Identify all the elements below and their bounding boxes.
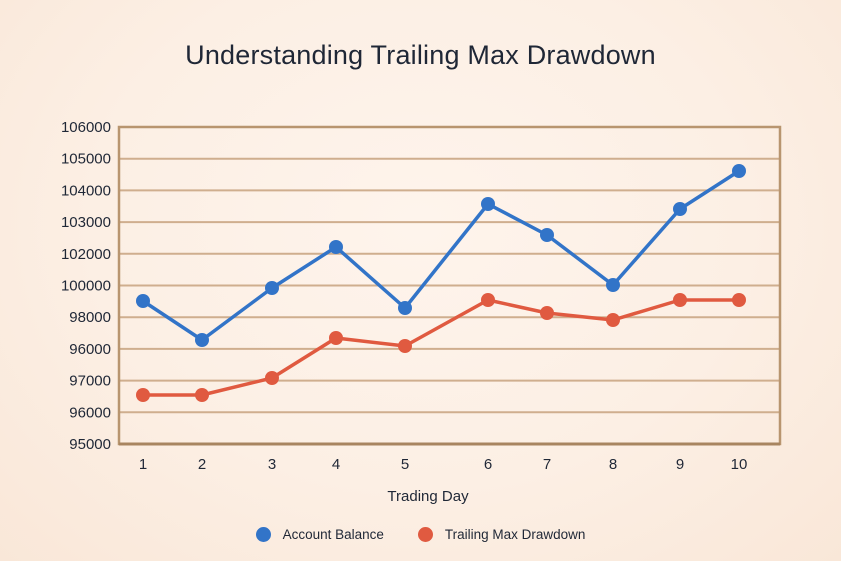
data-point bbox=[540, 306, 554, 320]
data-point bbox=[195, 333, 209, 347]
plot-frame bbox=[117, 125, 782, 446]
data-point bbox=[673, 293, 687, 307]
y-tick-label: 96000 bbox=[69, 404, 111, 421]
data-point bbox=[732, 164, 746, 178]
y-tick-label: 104000 bbox=[61, 182, 111, 199]
y-tick-label: 96000 bbox=[69, 341, 111, 358]
data-point bbox=[398, 339, 412, 353]
x-axis-label: Trading Day bbox=[387, 488, 469, 505]
x-tick-label: 2 bbox=[198, 456, 206, 473]
data-point bbox=[136, 388, 150, 402]
legend-item-trailing-max-drawdown: Trailing Max Drawdown bbox=[417, 527, 586, 542]
y-tick-label: 102000 bbox=[61, 246, 111, 263]
x-tick-label: 4 bbox=[332, 456, 340, 473]
data-point bbox=[265, 371, 279, 385]
legend-item-account-balance: Account Balance bbox=[255, 527, 384, 542]
chart-title: Understanding Trailing Max Drawdown bbox=[185, 40, 656, 70]
data-point bbox=[540, 228, 554, 242]
x-axis-ticks: 1 2 3 4 5 6 7 8 9 10 bbox=[139, 456, 748, 473]
y-tick-label: 106000 bbox=[61, 119, 111, 136]
x-tick-label: 3 bbox=[268, 456, 276, 473]
grid-lines bbox=[119, 157, 780, 414]
x-tick-label: 1 bbox=[139, 456, 147, 473]
data-point bbox=[136, 294, 150, 308]
y-tick-label: 103000 bbox=[61, 214, 111, 231]
series-trailing-max-drawdown bbox=[136, 293, 746, 402]
data-point bbox=[398, 301, 412, 315]
data-point bbox=[329, 240, 343, 254]
data-point bbox=[265, 281, 279, 295]
data-point bbox=[195, 388, 209, 402]
data-point bbox=[606, 278, 620, 292]
y-tick-label: 98000 bbox=[69, 309, 111, 326]
red-dot-icon bbox=[417, 527, 433, 542]
series-account-balance bbox=[136, 164, 746, 347]
legend: Account Balance Trailing Max Drawdown bbox=[0, 527, 841, 542]
y-axis-ticks: 106000 105000 104000 103000 102000 100000 9800… bbox=[61, 119, 111, 453]
x-tick-label: 8 bbox=[609, 456, 617, 473]
legend-label: Account Balance bbox=[282, 527, 384, 542]
x-tick-label: 6 bbox=[484, 456, 492, 473]
y-tick-label: 95000 bbox=[69, 436, 111, 453]
x-tick-label: 10 bbox=[731, 456, 748, 473]
legend-label: Trailing Max Drawdown bbox=[444, 527, 586, 542]
data-point bbox=[606, 313, 620, 327]
y-tick-label: 100000 bbox=[61, 278, 111, 295]
data-point bbox=[481, 293, 495, 307]
data-point bbox=[673, 202, 687, 216]
data-series bbox=[136, 164, 746, 402]
y-tick-label: 97000 bbox=[69, 373, 111, 390]
x-tick-label: 9 bbox=[676, 456, 684, 473]
data-point bbox=[329, 331, 343, 345]
blue-dot-icon bbox=[255, 527, 271, 542]
x-tick-label: 5 bbox=[401, 456, 409, 473]
x-tick-label: 7 bbox=[543, 456, 551, 473]
data-point bbox=[481, 197, 495, 211]
y-tick-label: 105000 bbox=[61, 151, 111, 168]
data-point bbox=[732, 293, 746, 307]
